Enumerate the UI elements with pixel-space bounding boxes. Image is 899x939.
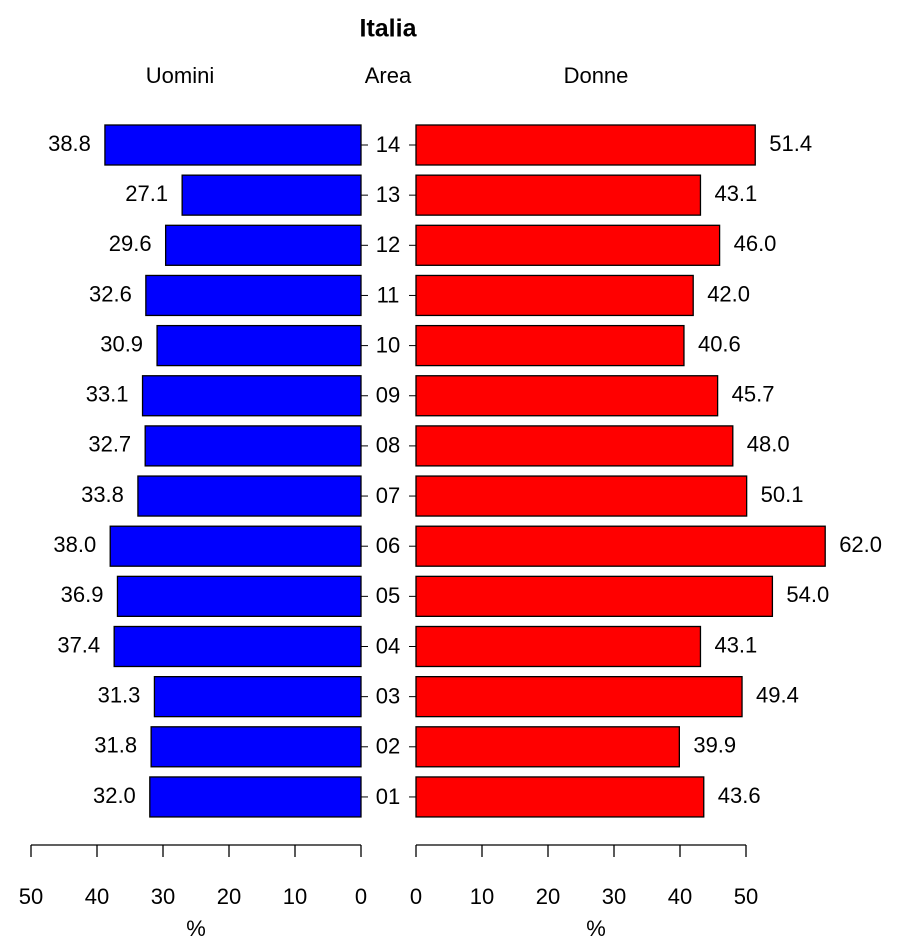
x-tick-label: 10 <box>470 884 494 909</box>
bar <box>415 676 743 718</box>
x-tick-label: 40 <box>668 884 692 909</box>
x-tick-label: 0 <box>410 884 422 909</box>
x-tick-label: 10 <box>283 884 307 909</box>
bar <box>137 475 362 517</box>
x-tick-label: 20 <box>536 884 560 909</box>
category-label: 12 <box>376 232 400 257</box>
bar <box>116 575 362 617</box>
bar <box>415 174 702 216</box>
data-label: 43.6 <box>718 783 761 808</box>
bar <box>415 726 680 768</box>
bar <box>415 475 748 517</box>
data-label: 54.0 <box>786 582 829 607</box>
legend-label: Uomini <box>146 63 214 88</box>
bar <box>415 625 702 668</box>
data-label: 42.0 <box>707 281 750 306</box>
bar <box>164 224 362 266</box>
data-label: 30.9 <box>100 331 143 356</box>
data-label: 32.0 <box>93 783 136 808</box>
bar <box>415 324 685 367</box>
bar <box>145 274 362 317</box>
bar <box>144 425 362 467</box>
category-label: 09 <box>376 383 400 408</box>
bar <box>415 124 756 166</box>
category-label: 03 <box>376 683 400 708</box>
data-label: 43.1 <box>714 181 757 206</box>
bar <box>181 174 362 216</box>
bar <box>415 375 719 417</box>
legend-label: Donne <box>564 63 629 88</box>
data-label: 51.4 <box>769 131 812 156</box>
data-label: 40.6 <box>698 331 741 356</box>
x-axis-label: % <box>186 916 206 939</box>
x-tick-label: 40 <box>85 884 109 909</box>
data-label: 31.3 <box>98 682 141 707</box>
data-label: 36.9 <box>61 582 104 607</box>
category-label: 13 <box>376 182 400 207</box>
data-label: 37.4 <box>57 632 100 657</box>
data-label: 62.0 <box>839 532 882 557</box>
bar <box>415 224 721 266</box>
bar <box>149 776 362 818</box>
y-axis-label: Area <box>365 63 412 88</box>
category-label: 11 <box>377 282 400 307</box>
bar <box>415 776 705 818</box>
x-axis-label: % <box>586 916 606 939</box>
data-label: 32.7 <box>88 432 131 457</box>
bar <box>141 375 362 417</box>
category-label: 06 <box>376 533 400 558</box>
chart-title: Italia <box>360 15 418 43</box>
x-tick-label: 50 <box>734 884 758 909</box>
category-label: 01 <box>376 784 400 809</box>
category-label: 07 <box>376 483 400 508</box>
x-tick-label: 50 <box>19 884 43 909</box>
bar <box>415 274 694 317</box>
data-label: 48.0 <box>747 432 790 457</box>
x-tick-label: 30 <box>602 884 626 909</box>
data-label: 29.6 <box>109 231 152 256</box>
bar <box>415 525 826 567</box>
bar <box>415 575 774 617</box>
data-label: 27.1 <box>125 181 168 206</box>
category-label: 10 <box>376 332 400 357</box>
data-label: 45.7 <box>732 382 775 407</box>
x-tick-label: 30 <box>151 884 175 909</box>
bar <box>109 525 362 567</box>
category-label: 05 <box>376 583 400 608</box>
data-label: 33.8 <box>81 482 124 507</box>
x-tick-label: 20 <box>217 884 241 909</box>
data-label: 33.1 <box>86 382 129 407</box>
data-label: 50.1 <box>761 482 804 507</box>
data-label: 39.9 <box>693 733 736 758</box>
bar <box>104 124 362 166</box>
x-tick-label: 0 <box>355 884 367 909</box>
data-label: 38.8 <box>48 131 91 156</box>
bar <box>150 726 362 768</box>
bar <box>156 324 362 367</box>
bar <box>113 625 362 668</box>
category-label: 04 <box>376 633 400 658</box>
data-label: 32.6 <box>89 281 132 306</box>
category-label: 14 <box>376 132 400 157</box>
data-label: 46.0 <box>734 231 777 256</box>
data-label: 43.1 <box>714 632 757 657</box>
bar <box>153 676 362 718</box>
bar <box>415 425 734 467</box>
data-label: 49.4 <box>756 682 799 707</box>
data-label: 31.8 <box>94 733 137 758</box>
category-label: 08 <box>376 433 400 458</box>
category-label: 02 <box>376 734 400 759</box>
data-label: 38.0 <box>53 532 96 557</box>
